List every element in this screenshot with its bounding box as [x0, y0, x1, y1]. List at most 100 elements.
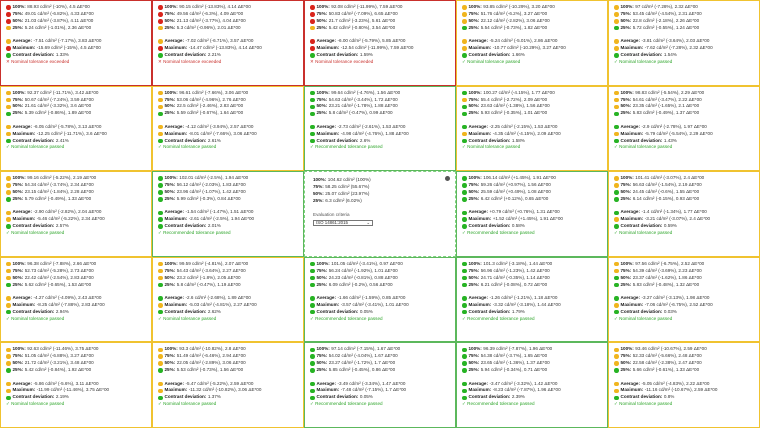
measurement-cell: 100%: 96.61 cd/m² (-7.66%), 3.06 ΔE*00 75%…: [152, 85, 304, 172]
row-label: Average:: [12, 38, 33, 44]
row-label: Maximum:: [12, 45, 36, 51]
row-value: 22.42 cd/m² (-2.54%), 2.83 ΔE*00: [24, 274, 94, 280]
row-value: 0.59%: [663, 223, 677, 229]
status-dot-icon: [310, 39, 315, 44]
row-value: -4.12 cd/m² (-3.94%), 2.57 ΔE*00: [185, 123, 254, 129]
level-75-row: 75%: 51.76 cd/m² (-6.2%), 3.27 ΔE*00: [462, 11, 602, 18]
level-50-row: 50%: 22.42 cd/m² (-2.54%), 2.83 ΔE*00: [6, 275, 146, 282]
level-75-row: 75%: 56.96 cd/m² (-1.23%), 1.42 ΔE*00: [462, 268, 602, 275]
level-100-row: 100%: 93.85 cd/m² (-10.29%), 3.20 ΔE*00: [462, 4, 602, 11]
measurement-cell: 100%: 97.56 cd/m² (-6.75%), 2.52 ΔE*00 75%…: [608, 256, 760, 343]
row-value: -15.69 cd/m² (-15%), 4.5 ΔE*00: [36, 45, 101, 51]
row-value: 104.62 cd/m² (100%): [327, 177, 371, 183]
tolerance-status-text: Nominal tolerance passed: [163, 401, 217, 407]
row-label: Maximum:: [316, 45, 340, 51]
tolerance-status-text: Nominal tolerance passed: [467, 58, 521, 64]
row-value: 24.45 cd/m² (-0.6%), 1.55 ΔE*00: [632, 189, 700, 194]
tolerance-status: ✓ Nominal tolerance passed: [6, 401, 146, 408]
row-value: 0.58%: [511, 223, 525, 229]
tolerance-status: ✓ Nominal tolerance passed: [6, 230, 146, 237]
status-dot-icon: [158, 395, 163, 401]
row-label: 25%:: [313, 197, 324, 203]
maximum-row: Maximum: -11.32 cd/m² (-10.82%), 3.06 ΔE*…: [158, 387, 298, 394]
row-label: Maximum:: [316, 387, 340, 393]
contrast-deviation-row: Contrast deviation: 2.62%: [158, 309, 298, 316]
status-dot-icon: [6, 46, 11, 51]
row-label: 50%:: [316, 360, 328, 366]
average-row: Average: -5.47 cd/m² (-5.22%), 2.59 ΔE*00: [158, 381, 298, 388]
maximum-row: Maximum: -11.99 cd/m² (-11.46%), 3.75 ΔE*…: [6, 387, 146, 394]
status-dot-icon: [158, 25, 163, 31]
row-label: 50%:: [468, 17, 480, 23]
status-dot-icon: [310, 368, 315, 373]
row-value: -2.9 cd/m² (-2.78%), 1.97 ΔE*00: [641, 123, 707, 129]
measurement-cell: 100%: 99.64 cd/m² (-4.76%), 1.56 ΔE*00 75%…: [304, 85, 456, 172]
level-100-row: 100%: 97.56 cd/m² (-6.75%), 2.52 ΔE*00: [614, 261, 754, 268]
row-value: 1.58%: [511, 137, 525, 143]
row-label: 25%:: [12, 281, 24, 287]
status-dot-icon: [158, 90, 163, 96]
row-label: Average:: [164, 209, 185, 215]
contrast-deviation-row: Contrast deviation: 1.66%: [462, 52, 602, 59]
status-dot-icon: [462, 268, 467, 274]
measurement-cell: 100%: 96.38 cd/m² (-7.88%), 2.66 ΔE*00 75%…: [0, 256, 152, 343]
row-label: Average:: [620, 294, 641, 300]
row-label: Contrast deviation:: [164, 394, 207, 400]
status-dot-icon: [310, 261, 315, 267]
row-label: Contrast deviation:: [12, 394, 55, 400]
row-label: Maximum:: [12, 387, 36, 393]
level-75-row: 75%: 49.56 cd/m² (-6.3%), 4.09 ΔE*00: [158, 11, 298, 18]
status-dot-icon: [462, 296, 467, 301]
level-25-row: 25%: 6.3 cd/m² (6.02%): [313, 198, 447, 205]
row-label: 50%:: [468, 189, 480, 194]
tolerance-status-text: Nominal tolerance exceeded: [315, 58, 374, 64]
gear-icon[interactable]: [445, 176, 450, 182]
row-label: Contrast deviation:: [468, 51, 511, 57]
row-value: -6.00 cd/m² (-5.79%), 5.85 ΔE*00: [337, 38, 406, 44]
row-label: 50%:: [316, 103, 328, 109]
row-label: 75%:: [12, 10, 24, 16]
tolerance-status-text: Nominal tolerance passed: [619, 401, 673, 407]
row-value: 59.26 cd/m² (+0.97%), 1.56 ΔE*00: [480, 182, 551, 188]
level-50-row: 50%: 23.96 cd/m² (-1.07%), 1.42 ΔE*00: [158, 189, 298, 196]
row-value: 53.06 cd/m² (-4.96%), 2.76 ΔE*00: [176, 96, 246, 102]
row-label: 25%:: [164, 367, 176, 373]
average-row: Average: -3.81 cd/m² (-3.64%), 2.03 ΔE*00: [614, 38, 754, 45]
row-label: 25%:: [12, 24, 24, 30]
maximum-row: Maximum: -7.48 cd/m² (-7.15%), 1.7 ΔE*00: [310, 387, 450, 394]
level-25-row: 25%: 5.42 cd/m² (-0.84%), 1.92 ΔE*00: [6, 367, 146, 374]
level-50-row: 50%: 25.59 cd/m² (+0.49%), 1.08 ΔE*00: [462, 189, 602, 196]
status-dot-icon: [6, 268, 11, 274]
contrast-deviation-row: Contrast deviation: 0.05%: [310, 309, 450, 316]
level-25-row: 25%: 5.83 cd/m² (-0.49%), 1.37 ΔE*00: [614, 110, 754, 117]
status-dot-icon: [462, 217, 467, 222]
row-value: 2.01%: [207, 223, 221, 229]
status-dot-icon: [462, 368, 467, 373]
row-value: -2.25 cd/m² (-2.15%), 1.53 ΔE*00: [489, 123, 558, 129]
row-label: Maximum:: [620, 130, 644, 136]
row-value: 92.08 cd/m² (-11.99%), 7.59 ΔE*00: [331, 4, 403, 9]
status-dot-icon: [462, 388, 467, 394]
row-label: Average:: [12, 380, 33, 386]
average-row: Average: -7.51 cd/m² (-7.17%), 3.83 ΔE*00: [6, 38, 146, 45]
status-dot-icon: [614, 224, 619, 229]
level-75-row: 75%: 50.67 cd/m² (-7.24%), 3.59 ΔE*00: [6, 97, 146, 104]
status-dot-icon: [462, 138, 467, 144]
row-value: 2.61%: [207, 137, 221, 143]
level-50-row: 50%: 22.5 cd/m² (-2.46%), 2.83 ΔE*00: [158, 103, 298, 110]
average-row: Average: +0.79 cd/m² (+0.76%), 1.31 ΔE*00: [462, 209, 602, 216]
level-100-row: 100%: 96.61 cd/m² (-7.66%), 3.06 ΔE*00: [158, 90, 298, 97]
row-value: 22.58 cd/m² (-2.38%), 2.47 ΔE*00: [632, 360, 702, 366]
level-50-row: 50%: 22.58 cd/m² (-2.38%), 2.47 ΔE*00: [614, 360, 754, 367]
row-value: -4.35 cd/m² (-4.15%), 2.09 ΔE*00: [492, 130, 561, 136]
row-value: -10.77 cd/m² (-10.29%), 3.27 ΔE*00: [492, 45, 566, 51]
status-dot-icon: [6, 296, 11, 301]
row-value: 23.96 cd/m² (-1.07%), 1.42 ΔE*00: [176, 189, 246, 194]
evaluation-criteria-select[interactable]: ISO 14861:2015 ⌄: [313, 219, 373, 226]
measurement-cell: 100%: 98.83 cd/m² (-5.54%), 2.29 ΔE*00 75%…: [608, 85, 760, 172]
average-row: Average: -2.90 cd/m² (-2.82%), 2.04 ΔE*00: [6, 209, 146, 216]
row-label: Contrast deviation:: [620, 394, 663, 400]
row-value: 23.63 cd/m² (-1.38%), 1.56 ΔE*00: [480, 103, 550, 109]
row-value: 5.79 cd/m² (-0.49%), 1.33 ΔE*00: [24, 195, 92, 201]
measurement-cell: 100%: 92.37 cd/m² (-11.71%), 3.42 ΔE*00 75…: [0, 85, 152, 172]
